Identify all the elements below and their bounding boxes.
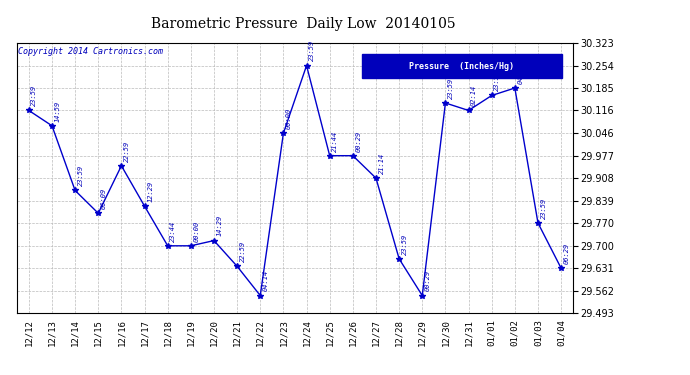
Text: 23:59: 23:59: [78, 165, 83, 186]
Text: 14:29: 14:29: [217, 215, 223, 236]
Text: 23:59: 23:59: [309, 40, 315, 62]
Text: 22:59: 22:59: [124, 140, 130, 162]
Text: 23:59: 23:59: [31, 85, 37, 106]
Text: Pressure  (Inches/Hg): Pressure (Inches/Hg): [409, 62, 514, 70]
Text: 04:59: 04:59: [518, 63, 524, 84]
Text: 23:44: 23:44: [170, 220, 176, 242]
Text: 23:59: 23:59: [402, 233, 408, 255]
Text: 00:29: 00:29: [355, 130, 362, 152]
Text: 14:59: 14:59: [55, 100, 61, 122]
Text: Copyright 2014 Cartronics.com: Copyright 2014 Cartronics.com: [18, 47, 163, 56]
Text: 23:59: 23:59: [540, 198, 546, 219]
Text: Barometric Pressure  Daily Low  20140105: Barometric Pressure Daily Low 20140105: [151, 17, 456, 31]
Text: 23:59: 23:59: [448, 78, 454, 99]
FancyBboxPatch shape: [362, 54, 562, 78]
Text: 06:09: 06:09: [101, 188, 107, 209]
Text: 02:14: 02:14: [471, 85, 477, 106]
Text: 23:59: 23:59: [494, 70, 500, 92]
Text: 06:29: 06:29: [564, 243, 570, 264]
Text: 21:44: 21:44: [333, 130, 338, 152]
Text: 22:59: 22:59: [239, 241, 246, 262]
Text: 12:29: 12:29: [147, 181, 153, 202]
Text: 04:14: 04:14: [263, 270, 269, 291]
Text: 00:00: 00:00: [193, 220, 199, 242]
Text: 00:29: 00:29: [425, 270, 431, 291]
Text: 00:00: 00:00: [286, 108, 292, 129]
Text: 21:14: 21:14: [379, 153, 384, 174]
